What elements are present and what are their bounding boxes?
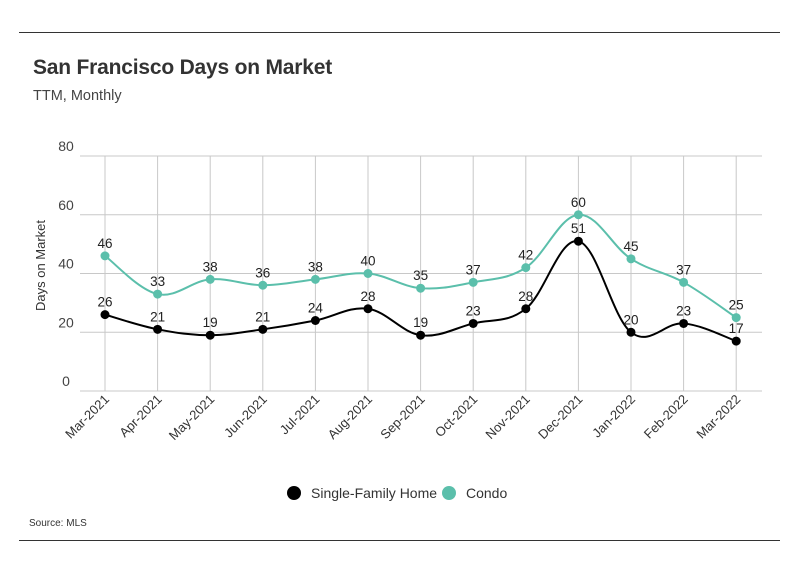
- source-note: Source: MLS: [29, 518, 87, 529]
- x-tick-label: Dec-2021: [535, 392, 585, 442]
- data-label-condo: 38: [203, 259, 218, 274]
- y-axis-label: Days on Market: [33, 220, 48, 311]
- point-single-family-home: [731, 336, 741, 346]
- point-condo: [363, 269, 373, 278]
- data-label-condo: 25: [729, 298, 744, 313]
- data-label-single-family-home: 21: [255, 309, 270, 324]
- y-tick-label: 20: [58, 314, 74, 330]
- data-label-single-family-home: 28: [360, 289, 375, 304]
- point-single-family-home: [100, 310, 110, 320]
- x-tick-label: Jun-2021: [221, 392, 270, 441]
- data-label-single-family-home: 17: [729, 321, 744, 336]
- point-condo: [731, 313, 741, 323]
- data-label-single-family-home: 24: [308, 301, 324, 316]
- x-tick-label: Sep-2021: [377, 392, 427, 442]
- data-label-single-family-home: 19: [413, 315, 428, 330]
- point-condo: [468, 277, 478, 287]
- data-label-condo: 37: [466, 262, 481, 277]
- chart-subtitle: TTM, Monthly: [33, 88, 122, 104]
- point-single-family-home: [679, 318, 689, 328]
- x-tick-label: Apr-2021: [116, 392, 164, 440]
- data-label-condo: 37: [676, 262, 691, 277]
- legend-marker-condo: [442, 486, 456, 500]
- point-single-family-home: [468, 318, 478, 328]
- data-label-condo: 38: [308, 259, 323, 274]
- point-single-family-home: [363, 304, 373, 314]
- point-single-family-home: [521, 304, 531, 314]
- data-label-single-family-home: 28: [518, 289, 533, 304]
- point-condo: [521, 263, 531, 273]
- bottom-rule: [19, 540, 780, 541]
- x-tick-label: Jan-2022: [589, 392, 638, 441]
- point-single-family-home: [416, 330, 426, 340]
- data-label-single-family-home: 26: [97, 295, 112, 310]
- data-label-condo: 40: [360, 254, 375, 269]
- point-condo: [573, 210, 583, 220]
- data-label-single-family-home: 21: [150, 309, 165, 324]
- point-single-family-home: [573, 236, 583, 246]
- x-tick-label: Jul-2021: [277, 392, 323, 438]
- point-single-family-home: [626, 327, 636, 337]
- legend-marker-single-family: [287, 486, 301, 500]
- data-label-single-family-home: 51: [571, 221, 586, 236]
- point-condo: [679, 277, 689, 287]
- data-label-condo: 42: [518, 248, 533, 263]
- point-condo: [205, 274, 215, 284]
- x-tick-label: Feb-2022: [641, 392, 691, 442]
- x-tick-label: Aug-2021: [325, 392, 375, 442]
- data-label-condo: 45: [623, 239, 638, 254]
- point-condo: [416, 283, 426, 293]
- y-tick-label: 60: [58, 197, 74, 213]
- point-single-family-home: [310, 316, 320, 325]
- chart-title: San Francisco Days on Market: [33, 56, 333, 79]
- data-label-condo: 36: [255, 265, 270, 280]
- x-tick-label: Nov-2021: [482, 392, 532, 442]
- data-label-condo: 46: [97, 236, 112, 251]
- point-single-family-home: [153, 324, 163, 334]
- point-condo: [626, 254, 636, 264]
- legend-label-condo: Condo: [466, 485, 507, 501]
- y-tick-label: 80: [58, 138, 74, 154]
- point-condo: [310, 274, 320, 284]
- x-tick-label: Oct-2021: [432, 392, 480, 440]
- data-label-single-family-home: 19: [203, 315, 218, 330]
- top-rule: [19, 32, 780, 33]
- x-tick-label: Mar-2021: [62, 392, 112, 442]
- data-label-condo: 35: [413, 268, 428, 283]
- data-label-condo: 60: [571, 195, 586, 210]
- data-label-single-family-home: 20: [623, 312, 638, 327]
- y-tick-label: 0: [62, 373, 70, 389]
- legend-label-single-family: Single-Family Home: [311, 485, 437, 501]
- point-single-family-home: [258, 324, 268, 334]
- data-label-single-family-home: 23: [466, 303, 481, 318]
- data-label-single-family-home: 23: [676, 303, 691, 318]
- y-tick-label: 40: [58, 256, 74, 272]
- point-single-family-home: [205, 330, 215, 340]
- point-condo: [100, 251, 110, 261]
- x-tick-label: Mar-2022: [693, 392, 743, 442]
- point-condo: [153, 289, 163, 299]
- point-condo: [258, 280, 268, 290]
- data-label-condo: 33: [150, 274, 165, 289]
- x-tick-label: May-2021: [166, 392, 217, 443]
